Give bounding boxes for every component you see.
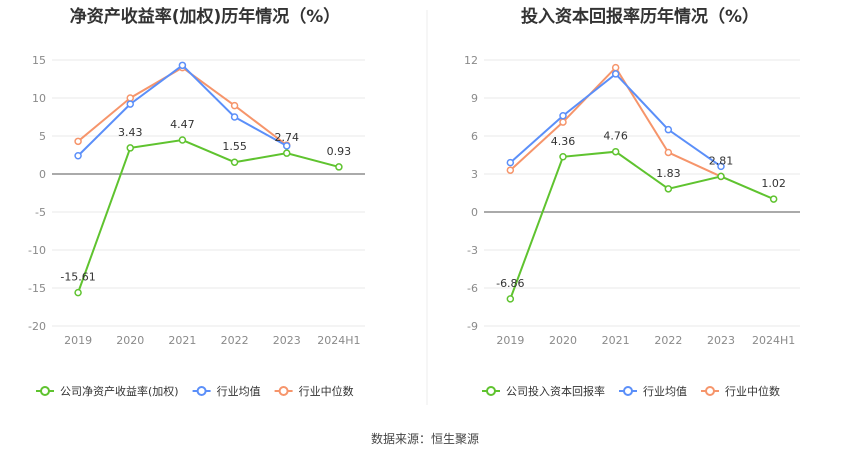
roic-data-label: 1.02 <box>761 177 786 190</box>
roe-y-tick-label: 10 <box>32 92 46 105</box>
roic-industry_median-line <box>509 65 722 178</box>
roic-legend-swatch-marker <box>623 386 633 396</box>
roe-company-line <box>77 138 340 293</box>
roic-data-label: 2.81 <box>709 154 734 167</box>
roic-industry_avg-point <box>559 111 567 120</box>
roic-x-tick-label: 2023 <box>707 334 735 347</box>
roe-industry_median-point <box>74 137 82 146</box>
roe-legend-swatch-marker <box>40 386 50 396</box>
roic-y-tick-label: -6 <box>467 282 478 295</box>
roe-y-tick-label: 15 <box>32 54 46 67</box>
roe-company-point <box>178 136 187 144</box>
roic-industry_median-point <box>664 148 673 157</box>
roe-data-label: 4.47 <box>170 118 195 131</box>
roe-chart-panel: 净资产收益率(加权)历年情况（%） 15 10 5 0 -5 -10 -15 -20 2019 2… <box>28 6 365 398</box>
roic-industry_avg-point <box>611 70 620 78</box>
roic-company-point <box>717 172 725 181</box>
roic-industry_median-point <box>506 166 515 174</box>
roe-industry_median-line <box>77 66 288 146</box>
roe-company-point <box>230 158 239 166</box>
roic-company-point <box>664 185 673 193</box>
roe-data-label: 0.93 <box>327 145 352 158</box>
roe-legend-item-industry_avg: 行业均值 <box>192 385 261 398</box>
roic-legend-label: 公司投入资本回报率 <box>506 384 605 398</box>
roic-industry_avg-point <box>506 158 515 167</box>
roic-company-point <box>769 195 778 203</box>
roe-x-tick-label: 2020 <box>116 334 144 347</box>
roic-company-point <box>611 147 620 156</box>
roic-x-tick-label: 2024H1 <box>752 334 795 347</box>
roe-industry_median-point <box>126 94 134 102</box>
roe-industry_avg-point <box>283 142 291 150</box>
roic-legend-label: 行业均值 <box>643 385 687 398</box>
roic-legend-item-company: 公司投入资本回报率 <box>482 384 605 398</box>
roe-company-point <box>74 288 82 297</box>
roe-x-tick-label: 2021 <box>168 334 196 347</box>
roic-industry_median-point <box>559 118 567 126</box>
roe-data-label: 1.55 <box>222 140 247 153</box>
roe-legend-item-company: 公司净资产收益率(加权) <box>36 384 179 398</box>
roe-y-tick-label: -15 <box>28 282 46 295</box>
roe-legend-label: 公司净资产收益率(加权) <box>60 384 179 398</box>
roic-x-tick-label: 2019 <box>496 334 524 347</box>
roe-x-tick-label: 2023 <box>273 334 301 347</box>
roic-legend-item-industry_avg: 行业均值 <box>619 385 687 398</box>
roe-industry_avg-point <box>126 100 134 108</box>
roic-company-point <box>506 295 515 303</box>
roic-industry_avg-point <box>717 162 725 171</box>
roe-x-tick-label: 2022 <box>221 334 249 347</box>
roic-y-tick-label: 9 <box>471 92 478 105</box>
roic-y-tick-label: -9 <box>467 320 478 333</box>
roe-data-label: 3.43 <box>118 126 143 139</box>
roe-y-tick-label: -5 <box>35 206 46 219</box>
roic-chart-title: 投入资本回报率历年情况（%） <box>521 6 759 27</box>
roic-x-tick-label: 2022 <box>654 334 682 347</box>
roic-y-tick-label: 12 <box>464 54 478 67</box>
roe-legend-swatch-marker <box>278 386 289 396</box>
roic-legend-swatch-marker <box>705 386 715 396</box>
roe-y-tick-label: 5 <box>39 130 46 143</box>
data-source-note: 数据来源：恒生聚源 <box>371 431 479 446</box>
roe-chart-title: 净资产收益率(加权)历年情况（%） <box>70 6 341 27</box>
roe-data-label: -15.61 <box>60 271 95 284</box>
roic-legend-label: 行业中位数 <box>725 384 780 398</box>
roe-legend-swatch-marker <box>196 386 207 396</box>
roe-company-point <box>126 144 134 152</box>
roe-legend-label: 行业中位数 <box>299 384 354 398</box>
roe-company-point <box>335 163 343 171</box>
roe-y-tick-label: -10 <box>28 244 46 257</box>
roe-y-tick-label: 0 <box>39 168 46 181</box>
roic-y-tick-label: -3 <box>467 244 478 257</box>
roe-industry_avg-point <box>74 152 82 160</box>
roe-industry_avg-point <box>178 61 187 70</box>
roic-data-label: -6.86 <box>496 277 524 290</box>
roe-data-label: 2.74 <box>275 131 300 144</box>
roe-x-tick-label: 2024H1 <box>317 334 360 347</box>
roic-company-line <box>509 150 775 300</box>
roic-data-label: 1.83 <box>656 167 681 180</box>
roe-legend-label: 行业均值 <box>217 385 261 398</box>
roe-company-point <box>283 149 291 157</box>
roic-y-tick-label: 3 <box>471 168 478 181</box>
roe-x-tick-label: 2019 <box>64 334 92 347</box>
roic-legend-swatch-marker <box>486 386 496 396</box>
roe-industry_median-point <box>230 101 239 110</box>
roic-data-label: 4.76 <box>603 130 628 143</box>
roic-industry_avg-point <box>664 125 673 134</box>
roic-chart-panel: 投入资本回报率历年情况（%） 12 9 6 3 0 -3 -6 -9 2019 2020 2021 2… <box>464 6 800 398</box>
roic-y-tick-label: 0 <box>471 206 478 219</box>
roic-industry_median-point <box>611 63 620 72</box>
roic-x-tick-label: 2020 <box>549 334 577 347</box>
roe-y-tick-label: -20 <box>28 320 46 333</box>
roe-legend-item-industry_median: 行业中位数 <box>274 384 354 398</box>
roic-y-tick-label: 6 <box>471 130 478 143</box>
roic-company-point <box>559 153 567 161</box>
roic-legend-item-industry_median: 行业中位数 <box>701 384 780 398</box>
roic-x-tick-label: 2021 <box>602 334 630 347</box>
roe-industry_avg-point <box>230 113 239 121</box>
roic-data-label: 4.36 <box>551 135 576 148</box>
